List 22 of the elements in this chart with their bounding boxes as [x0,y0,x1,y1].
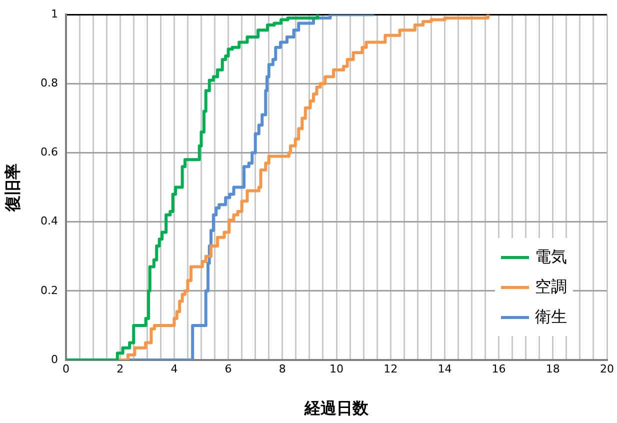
legend-label: 電気 [535,246,567,268]
y-axis-title: 復旧率 [2,163,22,212]
y-tick-label: 0.8 [40,76,58,90]
x-axis-title: 経過日数 [304,398,370,418]
y-tick-label: 1 [51,7,58,20]
y-tick-label: 0.4 [40,214,58,228]
x-tick-label: 4 [170,362,178,376]
x-tick-label: 10 [330,362,344,376]
x-tick-label: 20 [600,362,614,376]
x-tick-label: 12 [384,362,398,376]
x-tick-label: 16 [492,362,506,376]
x-tick-label: 0 [62,362,70,376]
x-tick-label: 14 [438,362,452,376]
y-tick-label: 0.6 [40,146,58,159]
y-tick-label: 0.2 [40,284,58,297]
x-tick-label: 18 [546,362,560,376]
x-tick-label: 8 [278,362,286,376]
legend-label: 空調 [535,276,567,298]
x-tick-label: 6 [224,362,232,376]
legend-label: 衛生 [535,306,567,328]
y-tick-label: 0 [51,352,58,366]
x-tick-label: 2 [116,362,124,376]
